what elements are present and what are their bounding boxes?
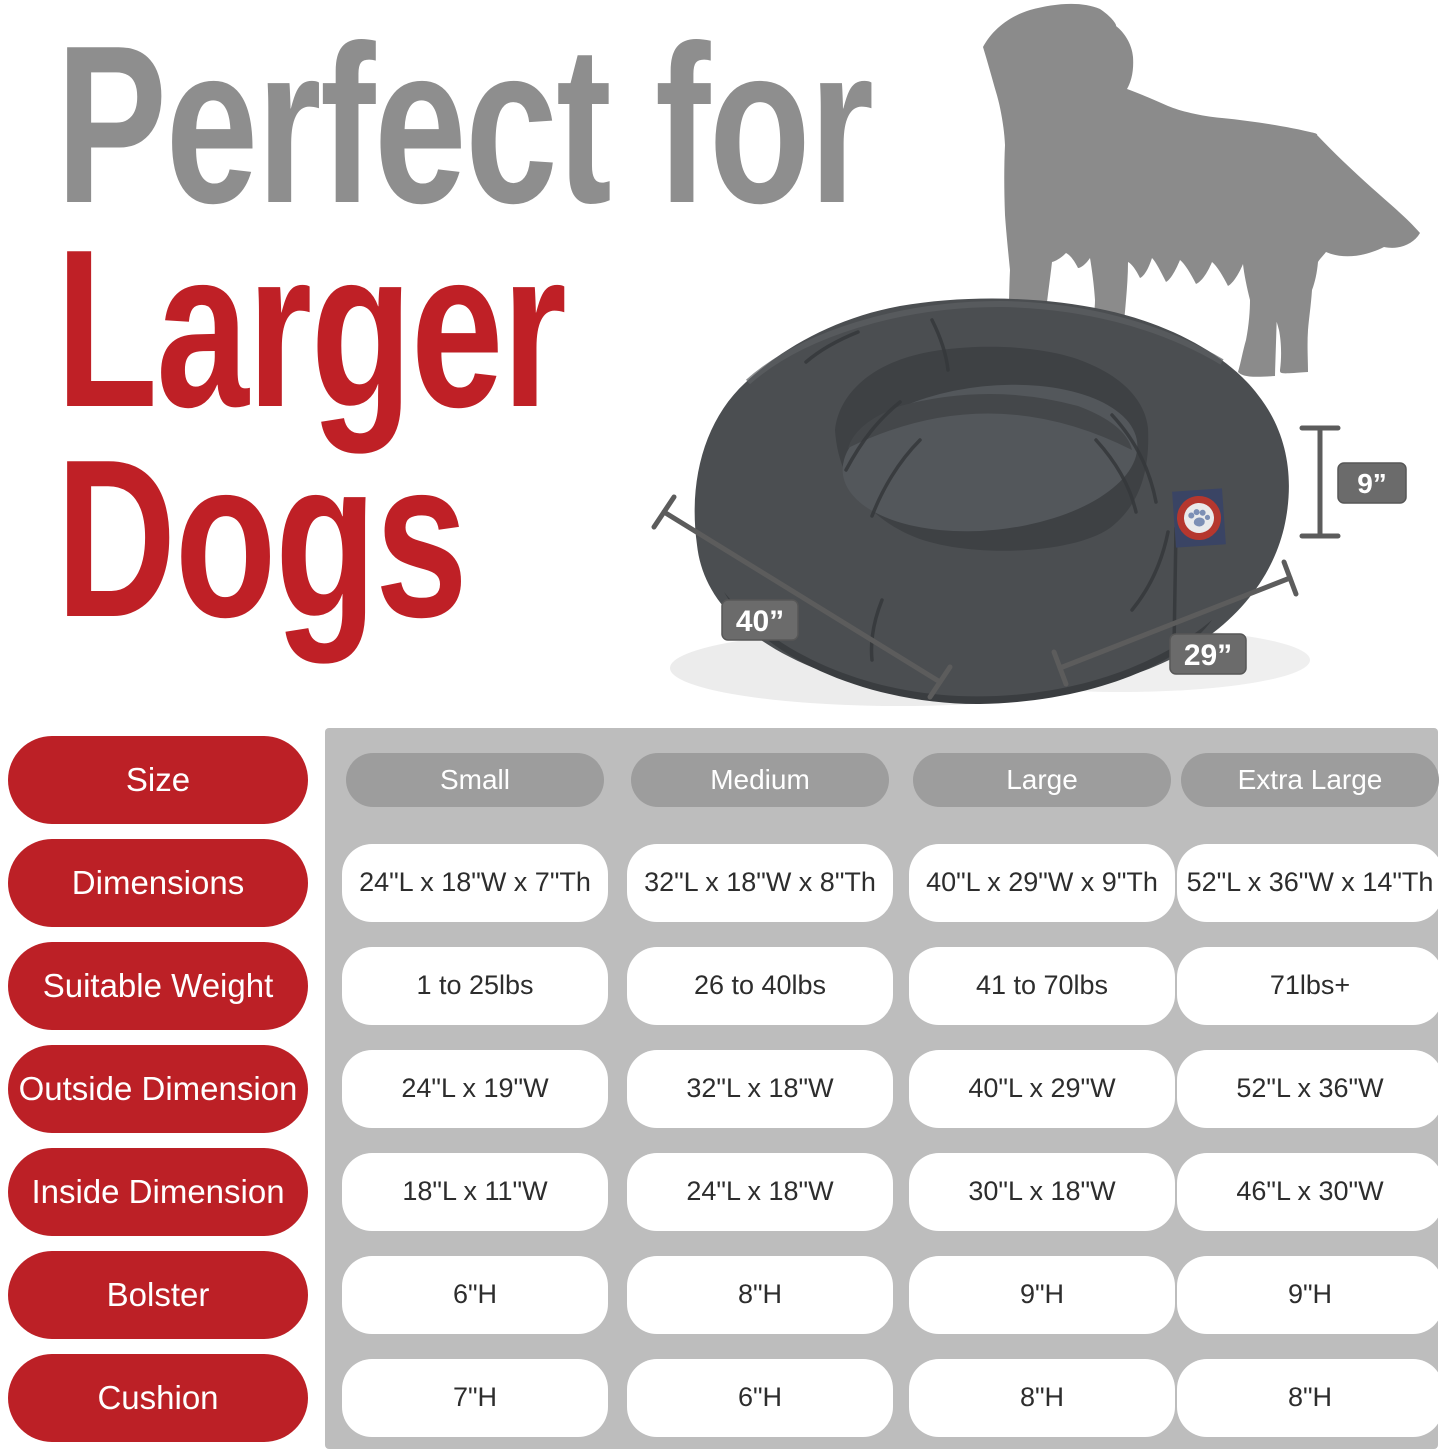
svg-text:9”: 9” (1357, 468, 1387, 499)
hero-art: MAJESTIC PET (651, 3, 1420, 706)
row-label-inside-dimension: Inside Dimension (8, 1147, 308, 1236)
dimension-label-height: 9” (1337, 462, 1407, 504)
row-label-dimensions: Dimensions (8, 838, 308, 927)
row-label-cushion: Cushion (8, 1353, 308, 1442)
cell-cushion-small: 7"H (342, 1358, 608, 1437)
cell-outside-small: 24"L x 19"W (342, 1049, 608, 1128)
cell-weight-small: 1 to 25lbs (342, 946, 608, 1025)
headline-larger: Larger (56, 202, 567, 454)
dimension-lines (651, 425, 1341, 700)
cell-weight-medium: 26 to 40lbs (627, 946, 893, 1025)
dimension-label-length: 40” (721, 599, 799, 641)
cell-cushion-large: 8"H (909, 1358, 1175, 1437)
dimension-label-width: 29” (1169, 633, 1247, 675)
paw-icon (1188, 509, 1211, 527)
column-header-small: Small (346, 752, 604, 807)
cell-bolster-large: 9"H (909, 1255, 1175, 1334)
svg-text:29”: 29” (1184, 639, 1232, 672)
cell-cushion-medium: 6"H (627, 1358, 893, 1437)
table-row: Suitable Weight 1 to 25lbs 26 to 40lbs 4… (0, 934, 1445, 1037)
row-label-outside-dimension: Outside Dimension (8, 1044, 308, 1133)
cell-bolster-extra-large: 9"H (1177, 1255, 1443, 1334)
table-row: Inside Dimension 18"L x 11"W 24"L x 18"W… (0, 1140, 1445, 1243)
cell-cushion-extra-large: 8"H (1177, 1358, 1443, 1437)
svg-text:40”: 40” (736, 605, 784, 638)
cell-outside-extra-large: 52"L x 36"W (1177, 1049, 1443, 1128)
row-label-bolster: Bolster (8, 1250, 308, 1339)
cell-dimensions-small: 24"L x 18"W x 7"Th (342, 843, 608, 922)
cell-inside-small: 18"L x 11"W (342, 1152, 608, 1231)
dog-bed-image: MAJESTIC PET (694, 298, 1289, 705)
cell-weight-extra-large: 71lbs+ (1177, 946, 1443, 1025)
table-row: Cushion 7"H 6"H 8"H 8"H (0, 1346, 1445, 1449)
row-label-suitable-weight: Suitable Weight (8, 941, 308, 1030)
headline-dogs: Dogs (56, 412, 468, 664)
cell-dimensions-large: 40"L x 29"W x 9"Th (909, 843, 1175, 922)
cell-dimensions-extra-large: 52"L x 36"W x 14"Th (1177, 843, 1443, 922)
size-chart-header-row: Size Small Medium Large Extra Large (0, 728, 1445, 831)
cell-bolster-small: 6"H (342, 1255, 608, 1334)
table-row: Outside Dimension 24"L x 19"W 32"L x 18"… (0, 1037, 1445, 1140)
column-header-large: Large (913, 752, 1171, 807)
cell-outside-large: 40"L x 29"W (909, 1049, 1175, 1128)
column-header-medium: Medium (631, 752, 889, 807)
cell-bolster-medium: 8"H (627, 1255, 893, 1334)
cell-inside-large: 30"L x 18"W (909, 1152, 1175, 1231)
cell-weight-large: 41 to 70lbs (909, 946, 1175, 1025)
size-chart: Size Small Medium Large Extra Large Dime… (0, 728, 1445, 1449)
majestic-pet-badge: MAJESTIC PET (1172, 488, 1226, 548)
cell-dimensions-medium: 32"L x 18"W x 8"Th (627, 843, 893, 922)
row-label-size: Size (8, 735, 308, 824)
dog-silhouette-image (983, 3, 1420, 377)
headline-perfect-for: Perfect for (56, 0, 874, 250)
table-row: Bolster 6"H 8"H 9"H 9"H (0, 1243, 1445, 1346)
table-row: Dimensions 24"L x 18"W x 7"Th 32"L x 18"… (0, 831, 1445, 934)
cell-outside-medium: 32"L x 18"W (627, 1049, 893, 1128)
cell-inside-extra-large: 46"L x 30"W (1177, 1152, 1443, 1231)
cell-inside-medium: 24"L x 18"W (627, 1152, 893, 1231)
column-header-extra-large: Extra Large (1181, 752, 1439, 807)
